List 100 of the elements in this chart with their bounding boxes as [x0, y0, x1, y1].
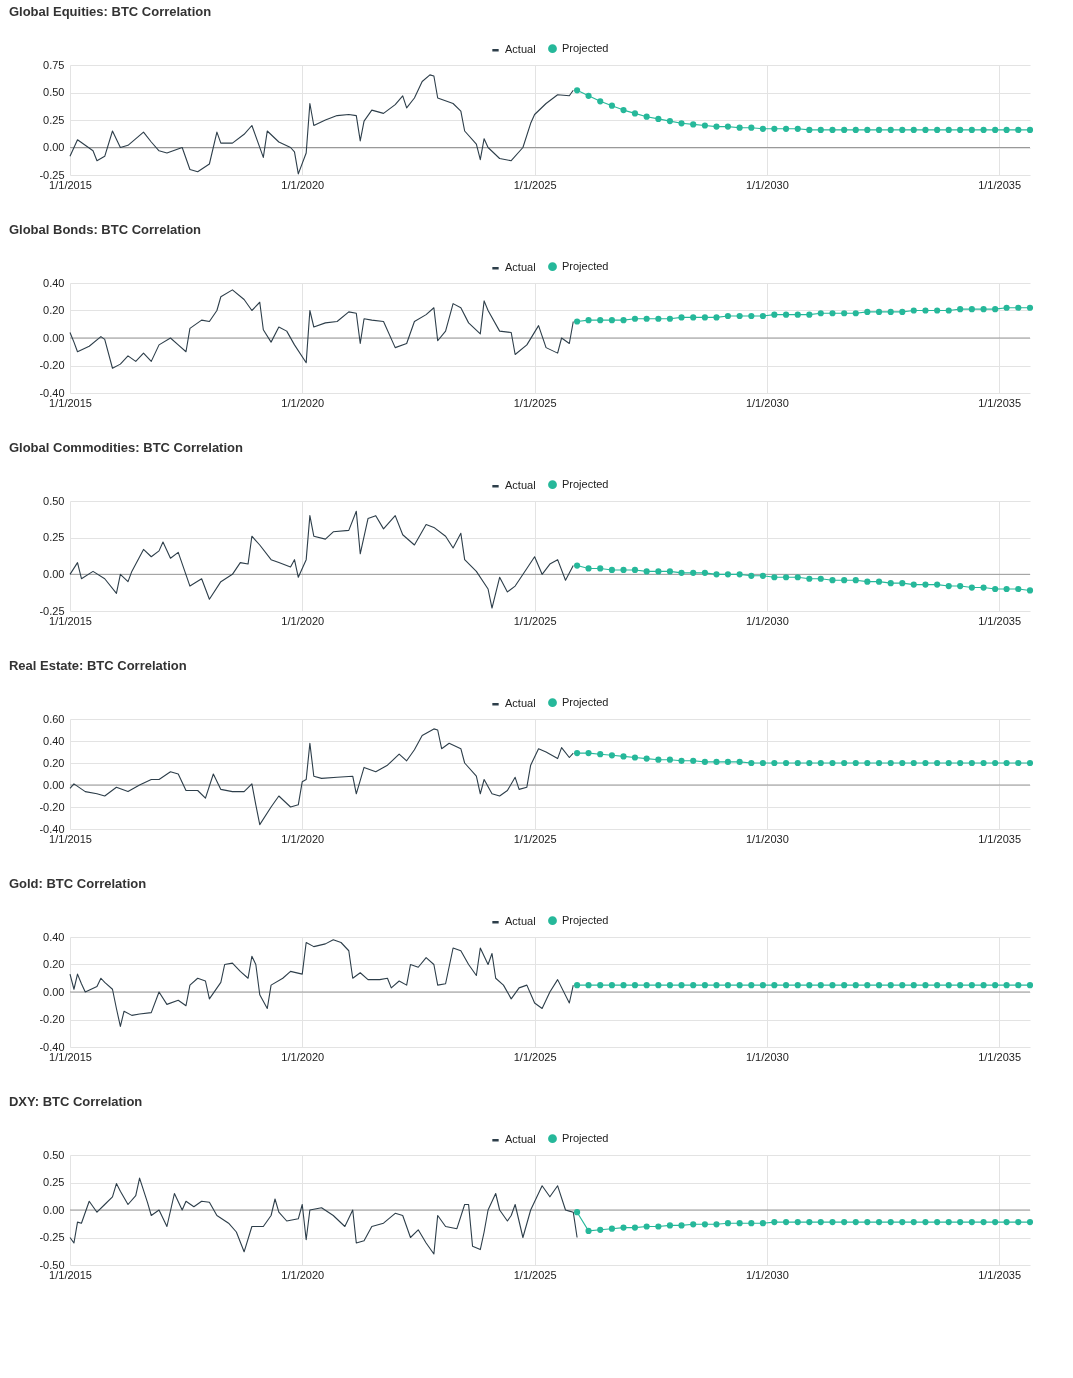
y-tick-label: -0.25: [39, 168, 65, 181]
legend-label: Actual: [505, 697, 536, 710]
x-tick-label: 1/1/2025: [513, 614, 557, 627]
point: [655, 115, 662, 122]
point: [934, 1219, 941, 1226]
point: [980, 584, 987, 591]
point: [864, 126, 871, 133]
point: [690, 314, 697, 321]
point: [771, 759, 778, 767]
point: [748, 1220, 755, 1227]
point: [724, 312, 732, 320]
point: [724, 758, 732, 765]
point: [887, 126, 894, 133]
point: [817, 126, 824, 133]
point: [678, 757, 685, 764]
point: [899, 759, 906, 767]
point: [1026, 587, 1034, 594]
point: [899, 308, 906, 315]
point: [736, 312, 743, 320]
point: [806, 1219, 813, 1226]
point: [968, 306, 975, 313]
point: [701, 758, 709, 765]
point: [620, 107, 627, 114]
point: [643, 568, 650, 575]
x-tick-label: 1/1/2030: [745, 178, 789, 191]
point: [864, 578, 871, 585]
y-tick-label: 0.50: [43, 1148, 65, 1161]
point: [841, 1219, 848, 1226]
point: [655, 756, 662, 763]
point: [782, 125, 790, 132]
y-tick-label: -0.40: [39, 386, 65, 399]
point: [992, 759, 999, 767]
point: [724, 571, 732, 578]
y-tick-label: 0.60: [43, 712, 65, 725]
point: [922, 759, 929, 767]
point: [597, 98, 604, 105]
point: [806, 759, 813, 767]
x-tick-label: 1/1/2030: [745, 396, 789, 409]
point: [631, 566, 639, 574]
y-tick-label: -0.50: [39, 1258, 65, 1271]
point: [620, 566, 627, 574]
x-tick-label: 1/1/2020: [281, 396, 325, 409]
point: [736, 1220, 743, 1227]
point: [992, 126, 999, 133]
point: [887, 759, 894, 767]
point: [794, 574, 801, 581]
point: [608, 752, 616, 759]
point: [980, 126, 987, 133]
point: [759, 572, 766, 579]
point: [655, 568, 662, 575]
x-tick-label: 1/1/2015: [49, 832, 92, 845]
point: [736, 124, 743, 131]
y-tick-label: 0.25: [43, 1176, 65, 1188]
point: [817, 759, 824, 767]
point: [829, 310, 836, 317]
point: [899, 1219, 906, 1226]
y-tick-label: 0.40: [43, 930, 65, 943]
point: [922, 581, 929, 588]
point: [922, 1219, 929, 1226]
point: [782, 574, 790, 581]
point: [1003, 759, 1010, 767]
point: [608, 317, 616, 324]
point: [736, 758, 743, 765]
point: [910, 126, 917, 133]
point: [794, 311, 801, 318]
point: [771, 125, 778, 132]
point: [957, 759, 964, 767]
point: [829, 759, 836, 767]
point: [934, 307, 941, 314]
point: [1026, 1219, 1034, 1226]
point: [910, 581, 917, 588]
x-tick-label: 1/1/2020: [281, 1268, 325, 1281]
point: [574, 750, 581, 757]
legend-label: Projected: [562, 1131, 609, 1144]
point: [794, 759, 801, 767]
point: [759, 125, 766, 132]
point: [748, 572, 755, 579]
point: [701, 1221, 709, 1228]
point: [922, 126, 929, 133]
point: [806, 575, 813, 582]
x-tick-label: 1/1/2025: [513, 1268, 557, 1281]
point: [875, 308, 883, 315]
point: [864, 759, 871, 767]
y-tick-label: -0.40: [39, 822, 65, 835]
point: [1026, 304, 1034, 311]
chart-title: Global Commodities: BTC Correlation: [8, 440, 243, 455]
chart-title: Global Bonds: BTC Correlation: [8, 222, 202, 237]
x-tick-label: 1/1/2030: [745, 614, 789, 627]
point: [724, 1220, 732, 1227]
legend-label: Actual: [505, 1133, 536, 1146]
point: [841, 577, 848, 584]
y-tick-label: 0.75: [43, 58, 65, 71]
point: [631, 315, 639, 322]
point: [608, 102, 616, 109]
legend-label: Actual: [505, 915, 536, 928]
point: [957, 582, 964, 590]
legend-label: Actual: [505, 479, 536, 492]
y-tick-label: -0.25: [39, 604, 65, 617]
y-tick-label: 0.00: [43, 1203, 65, 1216]
point: [643, 755, 650, 762]
